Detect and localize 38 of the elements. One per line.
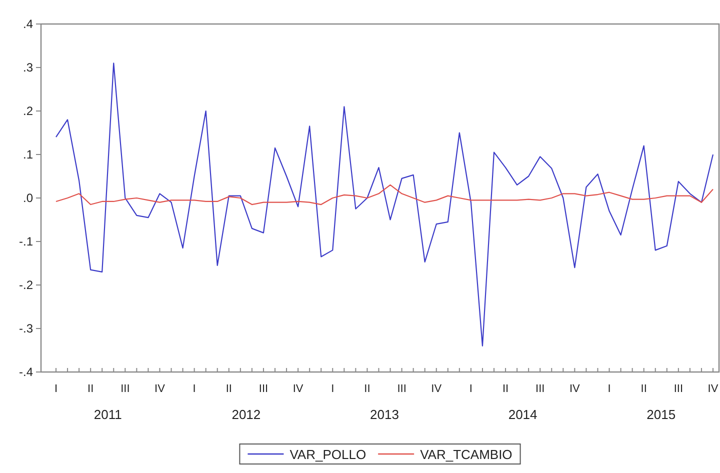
text: 2014	[508, 407, 538, 422]
x-tick-label: I	[192, 382, 196, 395]
x-tick-label: II	[364, 382, 370, 395]
line-series	[55, 184, 714, 206]
x-tick-label: I	[331, 382, 334, 395]
y-tick-label: -.1	[18, 234, 34, 248]
x-tick-label: III	[674, 382, 684, 395]
x-tick-label: III	[397, 382, 406, 395]
y-tick-label: .1	[22, 147, 34, 162]
x-tick-label: III	[536, 382, 545, 395]
x-tick-label: II	[502, 382, 509, 395]
x-tick-label: IV	[569, 382, 581, 395]
y-tick-label: .4	[22, 16, 34, 31]
x-tick-label: I	[469, 382, 472, 395]
x-tick-label: IV	[292, 382, 304, 395]
x-tick-label: IV	[708, 382, 719, 395]
y-tick-label: .3	[22, 60, 34, 74]
text: 2015	[646, 407, 676, 422]
x-tick-label: II	[640, 382, 647, 395]
x-tick-label: I	[608, 382, 611, 395]
y-tick-label: -.2	[18, 278, 34, 292]
y-tick-label: .2	[22, 104, 34, 118]
y-tick-label: -.4	[18, 364, 34, 379]
y-tick-label: .0	[22, 190, 34, 205]
text: 2011	[94, 407, 122, 422]
x-tick-label: IV	[154, 382, 166, 395]
legend-label: VAR_TCAMBIO	[420, 447, 512, 462]
x-tick-label: II	[88, 382, 94, 395]
text: 2012	[232, 407, 261, 422]
x-tick-label: III	[120, 382, 130, 395]
x-tick-label: IV	[431, 382, 442, 395]
x-tick-label: II	[226, 382, 232, 395]
line-series	[55, 62, 714, 346]
text: 2013	[370, 407, 399, 422]
legend-label: VAR_POLLO	[290, 447, 366, 462]
x-tick-label: I	[54, 382, 58, 395]
x-tick-label: III	[258, 382, 268, 395]
y-tick-label: -.3	[18, 321, 34, 336]
